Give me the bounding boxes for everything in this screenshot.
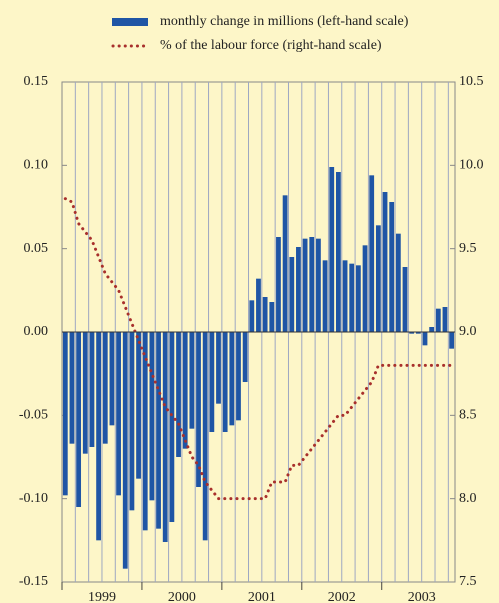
bar [442,307,448,332]
y-tick-label: -0.15 [19,574,48,589]
bar [422,332,428,346]
x-tick-label: 2001 [248,590,276,603]
bar [129,332,135,511]
bar [69,332,75,444]
bar [269,302,275,332]
bar [389,202,395,332]
bar [336,172,341,332]
bar [316,238,321,332]
bar [189,332,195,429]
bar [102,332,108,444]
y2-tick-label: 8.5 [459,408,477,423]
bar [409,332,415,334]
bar [96,332,102,541]
bar [162,332,168,542]
bar [262,297,268,332]
legend-label: % of the labour force (right-hand scale) [160,38,382,53]
y-tick-label: -0.05 [19,408,48,423]
bar [149,332,155,501]
bar [402,267,408,332]
bar [309,237,315,332]
bar [169,332,175,522]
y2-tick-label: 10.5 [459,74,484,89]
y2-tick-label: 9.0 [459,324,477,339]
bar [142,332,148,531]
bar [329,167,335,332]
y-tick-label: 0.05 [24,241,49,256]
line [63,197,454,501]
bar [395,233,401,332]
bar [209,332,215,432]
y-tick-label: 0.00 [24,324,49,339]
bar [256,278,261,332]
bar [369,175,375,332]
bar [289,257,295,332]
bar [216,332,221,404]
bar [82,332,88,454]
bar [296,247,301,332]
y2-tick-label: 7.5 [459,574,477,589]
y2-tick-label: 8.0 [459,491,477,506]
bar [302,238,308,332]
y-tick-label: -0.10 [19,491,48,506]
bar [176,332,181,457]
bar [136,332,141,479]
y2-tick-label: 9.5 [459,241,477,256]
bar [249,300,255,332]
bar [229,332,235,426]
bar [355,265,361,332]
legend-label: monthly change in millions (left-hand sc… [160,14,409,29]
bar [375,225,381,332]
bar [156,332,161,529]
x-tick-label: 2003 [408,590,436,603]
bar [242,332,248,382]
bar [182,332,188,449]
bar [449,332,455,349]
bar [62,332,68,496]
y-tick-label: 0.10 [24,158,49,173]
bar [362,245,368,332]
bar [435,308,441,332]
bar [196,332,201,487]
bar [236,332,241,421]
bar [76,332,82,507]
bar [276,237,281,332]
bar [202,332,208,541]
bar [282,195,288,332]
bar [222,332,228,432]
bar [349,263,355,332]
legend-swatch [112,18,148,26]
bar [415,332,421,334]
y-tick-label: 0.15 [24,74,49,89]
bar [382,192,388,332]
bar [89,332,95,447]
x-tick-label: 2002 [328,590,356,603]
bar [322,260,328,332]
bar [116,332,121,496]
y2-tick-label: 10.0 [459,158,484,173]
bar [122,332,128,569]
x-tick-label: 2000 [168,590,196,603]
bar [342,260,348,332]
x-tick-label: 1999 [88,590,116,603]
bar [109,332,115,426]
bar [429,327,435,332]
